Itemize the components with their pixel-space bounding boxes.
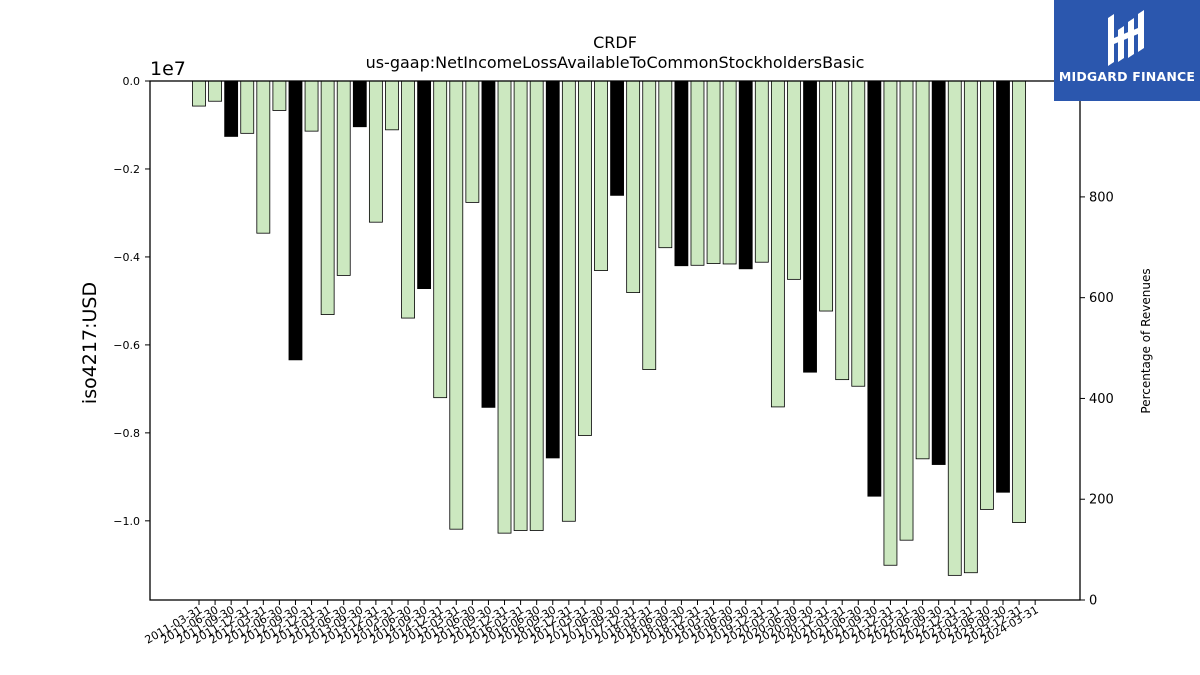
bar xyxy=(770,80,785,408)
bar xyxy=(481,80,496,408)
y-tick-label: 0.0 xyxy=(123,75,141,88)
bar xyxy=(851,80,866,387)
bar xyxy=(819,80,834,312)
brand-logo: MIDGARD FINANCE xyxy=(1054,0,1200,101)
y-tick-label: −0.2 xyxy=(113,163,140,176)
bar xyxy=(626,80,641,293)
bar xyxy=(545,80,560,459)
bar xyxy=(674,80,689,267)
bar xyxy=(1012,80,1026,523)
bar xyxy=(256,80,271,234)
y-axis-label: iso4217:USD xyxy=(79,282,101,404)
bar xyxy=(192,80,206,107)
y2-tick-label: 400 xyxy=(1089,392,1114,407)
bar xyxy=(835,80,850,381)
logo-text: MIDGARD FINANCE xyxy=(1058,69,1196,84)
bar xyxy=(417,80,432,290)
bar xyxy=(320,80,335,315)
bar xyxy=(642,80,657,370)
bar xyxy=(963,80,978,574)
bar xyxy=(465,80,480,203)
bar xyxy=(915,80,930,460)
bar xyxy=(594,80,608,271)
y2-tick-label: 800 xyxy=(1089,190,1114,205)
bar xyxy=(980,80,994,510)
bar xyxy=(722,80,737,265)
bar xyxy=(787,80,801,280)
chart-title: CRDF xyxy=(593,33,637,52)
bar xyxy=(352,80,367,128)
bar xyxy=(867,80,882,497)
bar xyxy=(240,80,255,134)
y-tick-label: −0.4 xyxy=(113,251,140,264)
bar xyxy=(497,80,512,534)
bar xyxy=(449,80,464,530)
bar xyxy=(433,80,448,399)
bar xyxy=(288,80,303,361)
bar xyxy=(658,80,673,249)
bar xyxy=(272,80,287,111)
bar xyxy=(304,80,319,132)
bar xyxy=(803,80,817,373)
bar xyxy=(578,80,592,436)
y-offset-label: 1e7 xyxy=(150,58,186,80)
midgard-logo-icon xyxy=(1108,10,1144,66)
bar xyxy=(883,80,898,566)
bar xyxy=(561,80,576,522)
bar xyxy=(754,80,769,263)
bar xyxy=(385,80,399,131)
bar xyxy=(513,80,528,531)
y2-axis-label: Percentage of Revenues xyxy=(1139,268,1153,413)
bar xyxy=(947,80,962,576)
y-tick-label: −0.8 xyxy=(113,427,140,440)
bar xyxy=(208,80,222,102)
bar xyxy=(899,80,914,541)
plot-frame xyxy=(149,80,1081,601)
bar xyxy=(336,80,351,276)
bar xyxy=(931,80,946,465)
bar xyxy=(706,80,721,264)
bar xyxy=(690,80,705,266)
y-tick-label: −1.0 xyxy=(113,515,140,528)
bar xyxy=(610,80,624,196)
y2-tick-label: 200 xyxy=(1089,493,1114,508)
y-tick-label: −0.6 xyxy=(113,339,140,352)
y2-tick-label: 600 xyxy=(1089,291,1114,306)
chart-subtitle: us-gaap:NetIncomeLossAvailableToCommonSt… xyxy=(366,53,865,72)
bar xyxy=(401,80,415,319)
bar xyxy=(738,80,753,270)
bar xyxy=(224,80,239,137)
bar xyxy=(996,80,1010,493)
bar xyxy=(529,80,544,531)
bar xyxy=(368,80,383,223)
y2-tick-label: 0 xyxy=(1089,594,1097,609)
